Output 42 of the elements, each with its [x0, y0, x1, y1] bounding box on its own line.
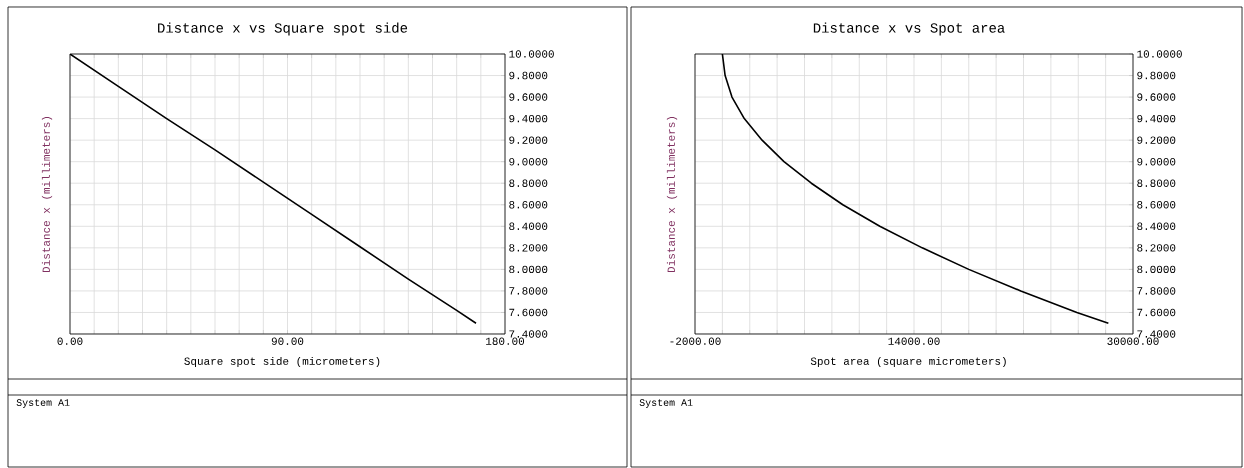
y-tick-label: 8.0000 [1137, 265, 1176, 274]
y-tick-label: 9.2000 [1137, 136, 1176, 144]
x-tick-label: 180.00 [486, 337, 525, 345]
y-tick-label: 8.4000 [509, 222, 548, 231]
y-tick-label: 9.8000 [1137, 71, 1176, 80]
y-tick-label: 8.2000 [509, 244, 548, 252]
y-tick-label: 10.0000 [1137, 50, 1182, 58]
y-tick-label: 8.2000 [1137, 244, 1176, 252]
x-tick-label: 30000.00 [1107, 337, 1159, 345]
y-tick-label: 8.6000 [1137, 201, 1176, 209]
y-tick-label: 9.4000 [1137, 114, 1176, 123]
y-tick-label: 9.8000 [509, 71, 548, 80]
x-tick-label: 90.00 [271, 337, 304, 345]
text: System A1 [639, 399, 693, 408]
x-axis-title: Square spot side (micrometers) [184, 356, 380, 368]
y-tick-label: 9.0000 [1137, 157, 1176, 166]
y-tick-label: 8.6000 [509, 201, 548, 209]
y-tick-label: 7.4000 [1137, 330, 1176, 338]
x-tick-label: 14000.00 [888, 337, 940, 345]
chart-title: Distance x vs Spot area [813, 22, 1005, 36]
chart-title: Distance x vs Square spot side [158, 22, 408, 36]
y-tick-label: 7.4000 [509, 330, 548, 338]
y-tick-label: 9.6000 [1137, 93, 1176, 101]
y-tick-label: 7.8000 [1137, 287, 1176, 295]
y-tick-label: 8.0000 [509, 265, 548, 274]
y-tick-label: 9.4000 [509, 114, 548, 123]
y-tick-label: 8.8000 [509, 179, 548, 187]
y-tick-label: 7.8000 [509, 287, 548, 295]
x-tick-label: 0.00 [57, 337, 83, 345]
y-axis-title: Distance x (millimeters) [41, 116, 53, 273]
y-tick-label: 7.6000 [1137, 308, 1176, 317]
y-tick-label: 10.0000 [509, 50, 554, 58]
y-tick-label: 9.2000 [509, 136, 548, 144]
y-tick-label: 9.0000 [509, 157, 548, 166]
x-axis-title: Spot area (square micrometers) [810, 356, 1006, 368]
y-tick-label: 8.8000 [1137, 179, 1176, 187]
x-tick-label: -2000.00 [670, 337, 721, 345]
y-axis-title: Distance x (millimeters) [666, 116, 678, 273]
y-tick-label: 7.6000 [509, 308, 548, 317]
y-tick-label: 9.6000 [509, 93, 548, 101]
text: System A1 [16, 399, 70, 408]
y-tick-label: 8.4000 [1137, 222, 1176, 231]
